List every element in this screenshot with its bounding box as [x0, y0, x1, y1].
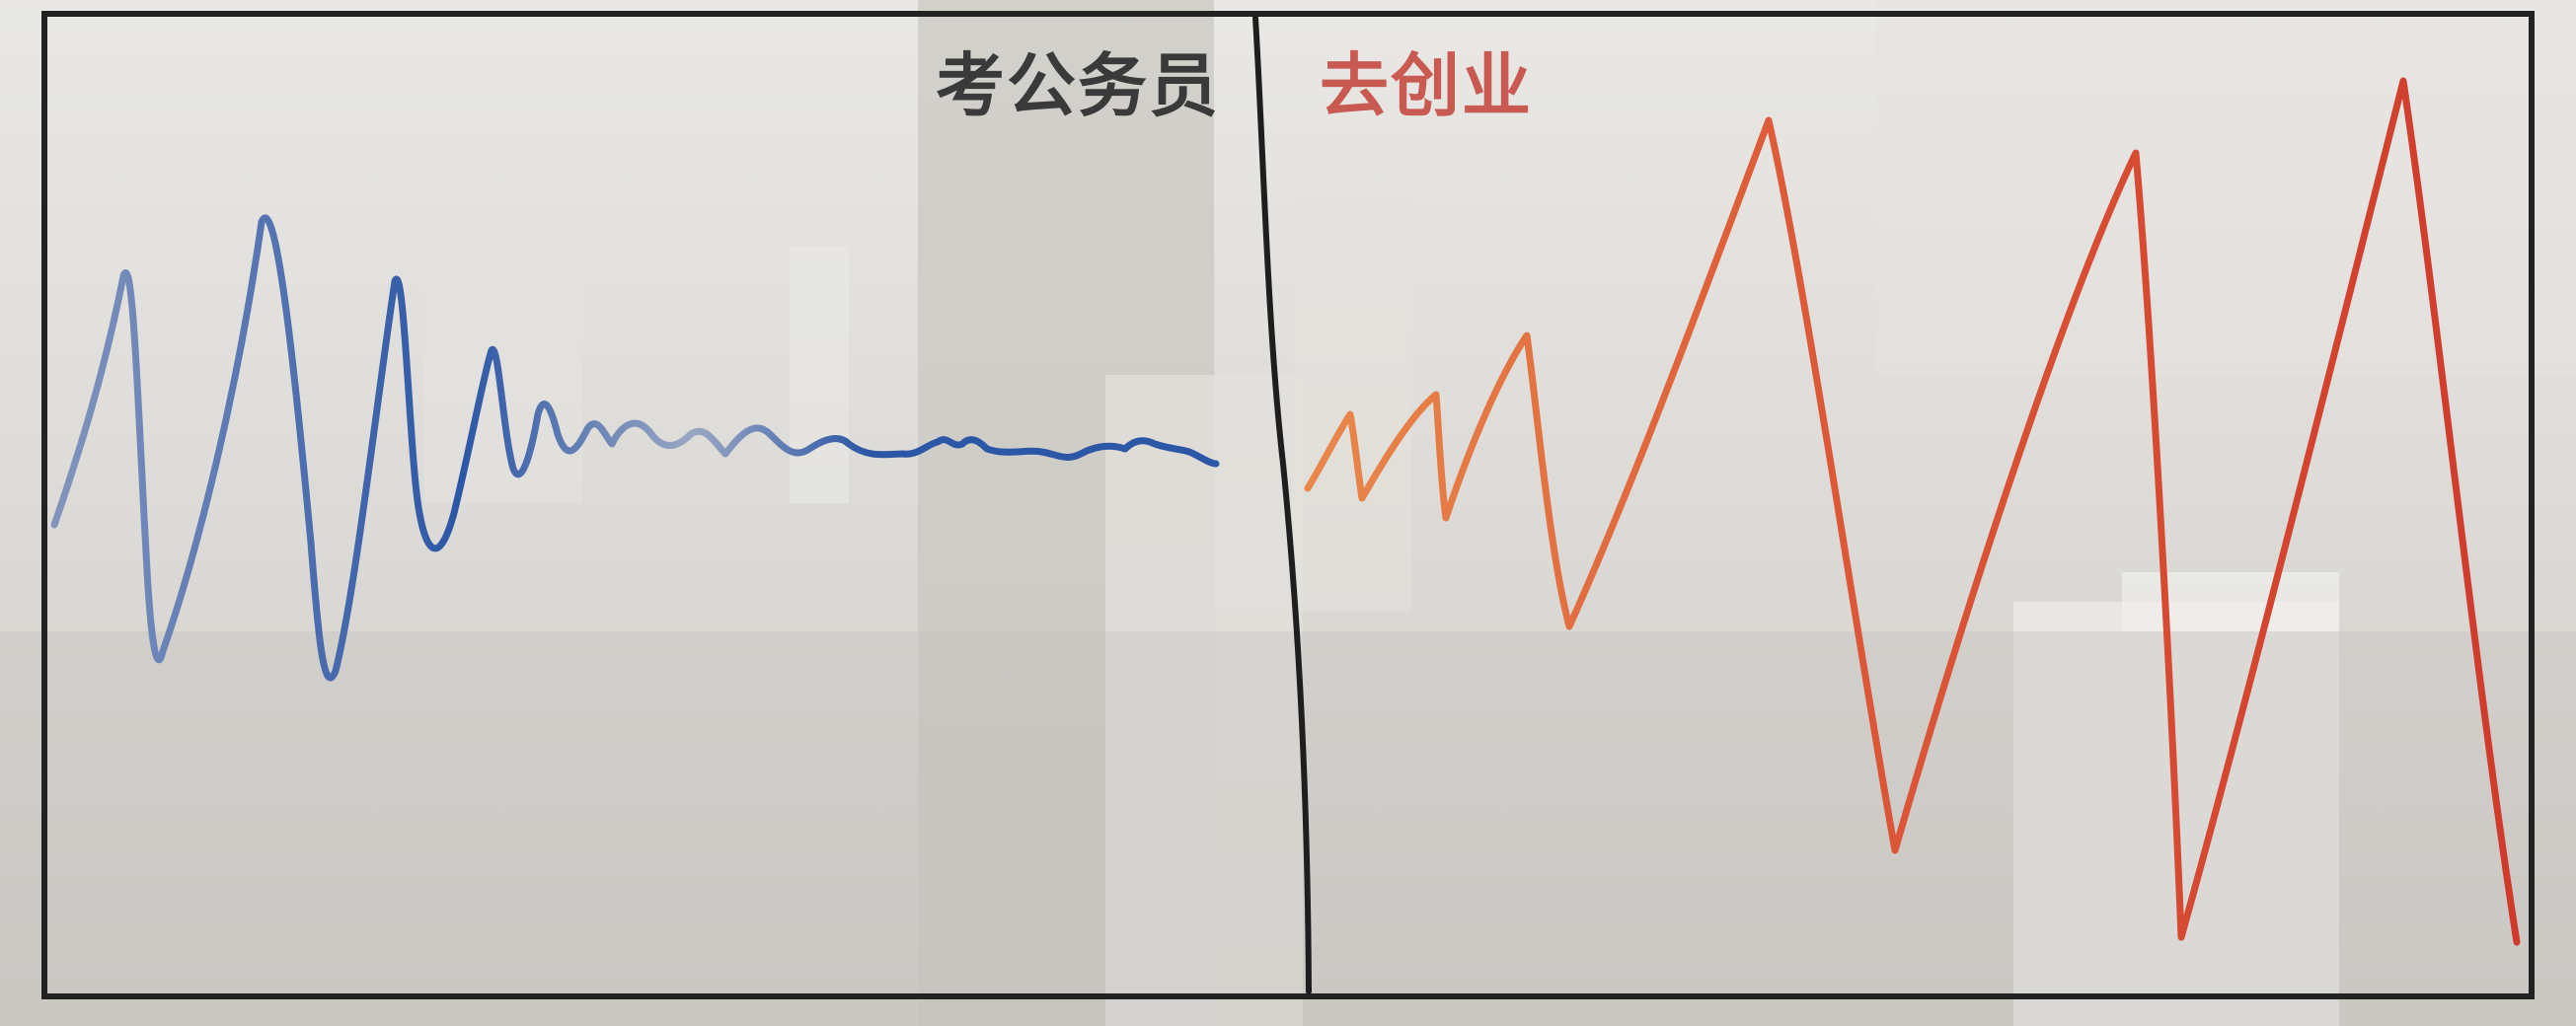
outer-border [41, 11, 2535, 999]
white-building-shape [1105, 375, 1303, 1026]
label-civil-servant: 考公务员 [936, 45, 1220, 126]
spire-building-shape [790, 247, 849, 503]
diagram-frame [41, 11, 2535, 999]
entrepreneur-line [1304, 77, 2521, 946]
panel-divider [1252, 15, 1312, 994]
label-entrepreneurship: 去创业 [1320, 45, 1533, 126]
civil-servant-line [50, 214, 1220, 682]
